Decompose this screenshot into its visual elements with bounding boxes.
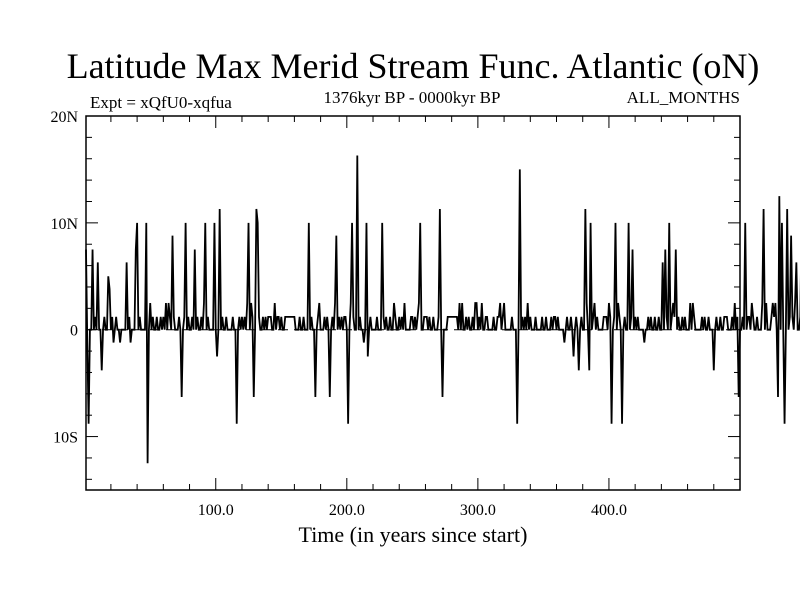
y-tick-label: 20N xyxy=(50,109,78,126)
x-tick-label: 100.0 xyxy=(198,502,234,519)
experiment-label: Expt = xQfU0-xqfua xyxy=(90,93,232,112)
months-label: ALL_MONTHS xyxy=(627,88,740,107)
series-line xyxy=(85,155,800,464)
x-tick-label: 300.0 xyxy=(460,502,496,519)
time-range-label: 1376kyr BP - 0000kyr BP xyxy=(324,88,501,107)
plot-frame xyxy=(85,115,741,491)
tick-labels: 100.0 200.0 300.0 400.0 20N 10N 0 10S xyxy=(50,109,627,519)
x-axis-label: Time (in years since start) xyxy=(299,522,528,547)
x-tick-label: 400.0 xyxy=(591,502,627,519)
y-tick-label: 10N xyxy=(50,216,78,233)
x-tick-label: 200.0 xyxy=(329,502,365,519)
chart-title: Latitude Max Merid Stream Func. Atlantic… xyxy=(67,46,760,86)
y-tick-label: 0 xyxy=(70,323,78,340)
y-tick-label: 10S xyxy=(53,430,78,447)
